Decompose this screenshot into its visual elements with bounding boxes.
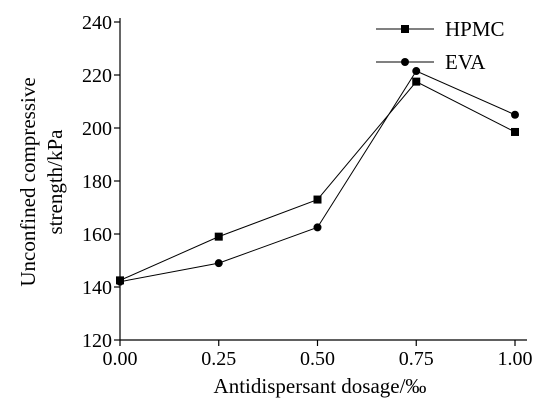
x-tick-label: 1.00	[498, 348, 533, 370]
legend-label: EVA	[445, 50, 486, 74]
legend-marker	[401, 25, 409, 33]
data-point-hpmc	[412, 77, 421, 86]
series-line-hpmc	[119, 80, 516, 281]
x-tick-label: 0.25	[201, 348, 236, 370]
data-point-eva	[313, 223, 322, 232]
x-tick-label: 0.50	[300, 348, 335, 370]
x-tick-label: 0.75	[399, 348, 434, 370]
data-point-hpmc	[313, 195, 322, 204]
legend: HPMC EVA	[376, 17, 505, 74]
y-tick-label: 240	[82, 12, 112, 34]
x-tick-label: 0.00	[103, 348, 138, 370]
data-point-eva	[511, 110, 519, 119]
legend-item-eva: EVA	[376, 50, 486, 74]
y-tick-label: 200	[82, 118, 112, 140]
y-tick-label: 140	[82, 277, 112, 299]
legend-item-hpmc: HPMC	[376, 17, 505, 41]
data-point-hpmc	[214, 232, 223, 241]
y-tick-label: 180	[82, 171, 112, 193]
series-line-eva	[119, 70, 516, 283]
y-axis-title-line-1: Unconfined compressive	[16, 77, 40, 286]
legend-label: HPMC	[445, 17, 505, 41]
legend-marker	[401, 58, 409, 66]
data-point-eva	[412, 67, 421, 76]
data-point-eva	[116, 277, 124, 286]
y-tick-label: 120	[82, 330, 112, 352]
y-axis-title-line-2: strength/kPa	[43, 129, 67, 235]
data-point-eva	[214, 259, 223, 268]
y-tick-label: 220	[82, 65, 112, 87]
y-tick-label: 160	[82, 224, 112, 246]
x-axis-title: Antidispersant dosage/‰	[214, 374, 427, 398]
plot-area: 120 140 160 180 200 220 240 0.00 0.25 0.50 0.75 1.0…	[82, 12, 533, 370]
y-axis-title: Unconfined compressive strength/kPa	[16, 77, 67, 286]
data-point-hpmc	[511, 127, 519, 136]
